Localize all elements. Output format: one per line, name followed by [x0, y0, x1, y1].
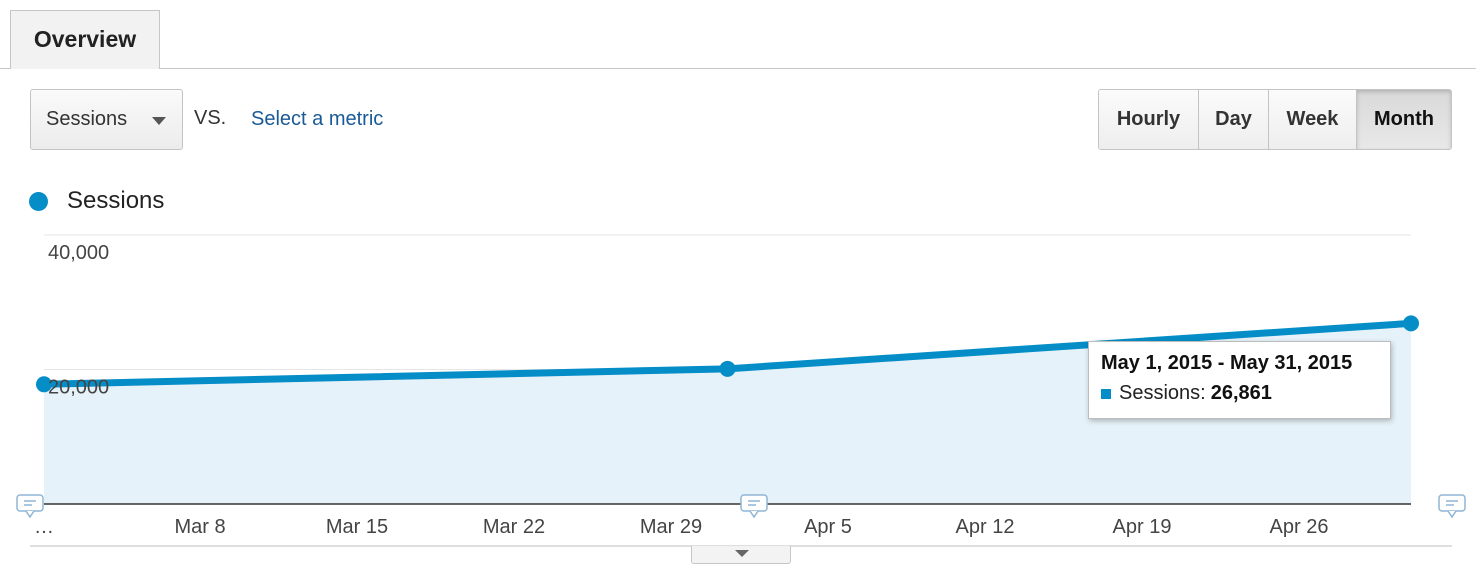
vs-label: VS. — [194, 107, 227, 129]
x-tick-label: Mar 15 — [326, 516, 388, 538]
sessions-point-2 — [719, 360, 736, 377]
x-tick-label: Mar 29 — [640, 516, 702, 538]
chevron-down-icon — [735, 550, 749, 557]
annotation-icon-mid — [740, 494, 768, 512]
tooltip-value: 26,861 — [1210, 382, 1272, 404]
x-tick-label: Mar 22 — [483, 516, 545, 538]
legend-marker — [29, 191, 48, 211]
metric-dropdown[interactable]: Sessions — [30, 89, 183, 150]
range-day-button[interactable]: Day — [1199, 90, 1269, 149]
tooltip-series-name: Sessions: — [1119, 382, 1206, 404]
y-tick-label: 40,000 — [48, 242, 109, 264]
x-tick-label: Apr 19 — [1113, 516, 1172, 538]
range-month-button[interactable]: Month — [1357, 90, 1451, 149]
annotation-icon-right — [1438, 494, 1466, 512]
metric-dropdown-label: Sessions — [46, 108, 128, 130]
select-metric-link[interactable]: Select a metric — [251, 108, 384, 130]
sessions-point-1 — [36, 376, 52, 393]
annotation-icon-left — [16, 494, 44, 512]
range-hourly-button[interactable]: Hourly — [1099, 90, 1199, 149]
tab-bar: Overview — [0, 0, 1476, 69]
x-tick-label: … — [34, 516, 54, 538]
x-tick-label: Mar 8 — [174, 516, 225, 538]
range-week-button[interactable]: Week — [1269, 90, 1357, 149]
x-tick-label: Apr 12 — [956, 516, 1015, 538]
sessions-point-3 — [1403, 315, 1419, 332]
time-range-toggle: Hourly Day Week Month — [1098, 89, 1452, 150]
chart-legend: Sessions — [29, 187, 164, 215]
y-tick-label: 20,000 — [48, 377, 109, 399]
chevron-down-icon — [152, 117, 166, 125]
tab-overview[interactable]: Overview — [10, 10, 160, 69]
legend-label: Sessions — [67, 187, 165, 214]
chart-expand-toggle[interactable] — [691, 546, 791, 564]
chart-tooltip: May 1, 2015 - May 31, 2015 Sessions: 26,… — [1088, 341, 1391, 419]
x-tick-label: Apr 26 — [1270, 516, 1329, 538]
tooltip-series-marker — [1101, 388, 1111, 399]
annotation-icon-left-tail — [25, 510, 35, 519]
annotation-icon-right-tail — [1447, 510, 1457, 519]
sessions-area — [44, 323, 1411, 504]
annotation-icon-mid-tail — [749, 510, 759, 519]
x-tick-label: Apr 5 — [804, 516, 852, 538]
tooltip-title: May 1, 2015 - May 31, 2015 — [1101, 352, 1353, 374]
